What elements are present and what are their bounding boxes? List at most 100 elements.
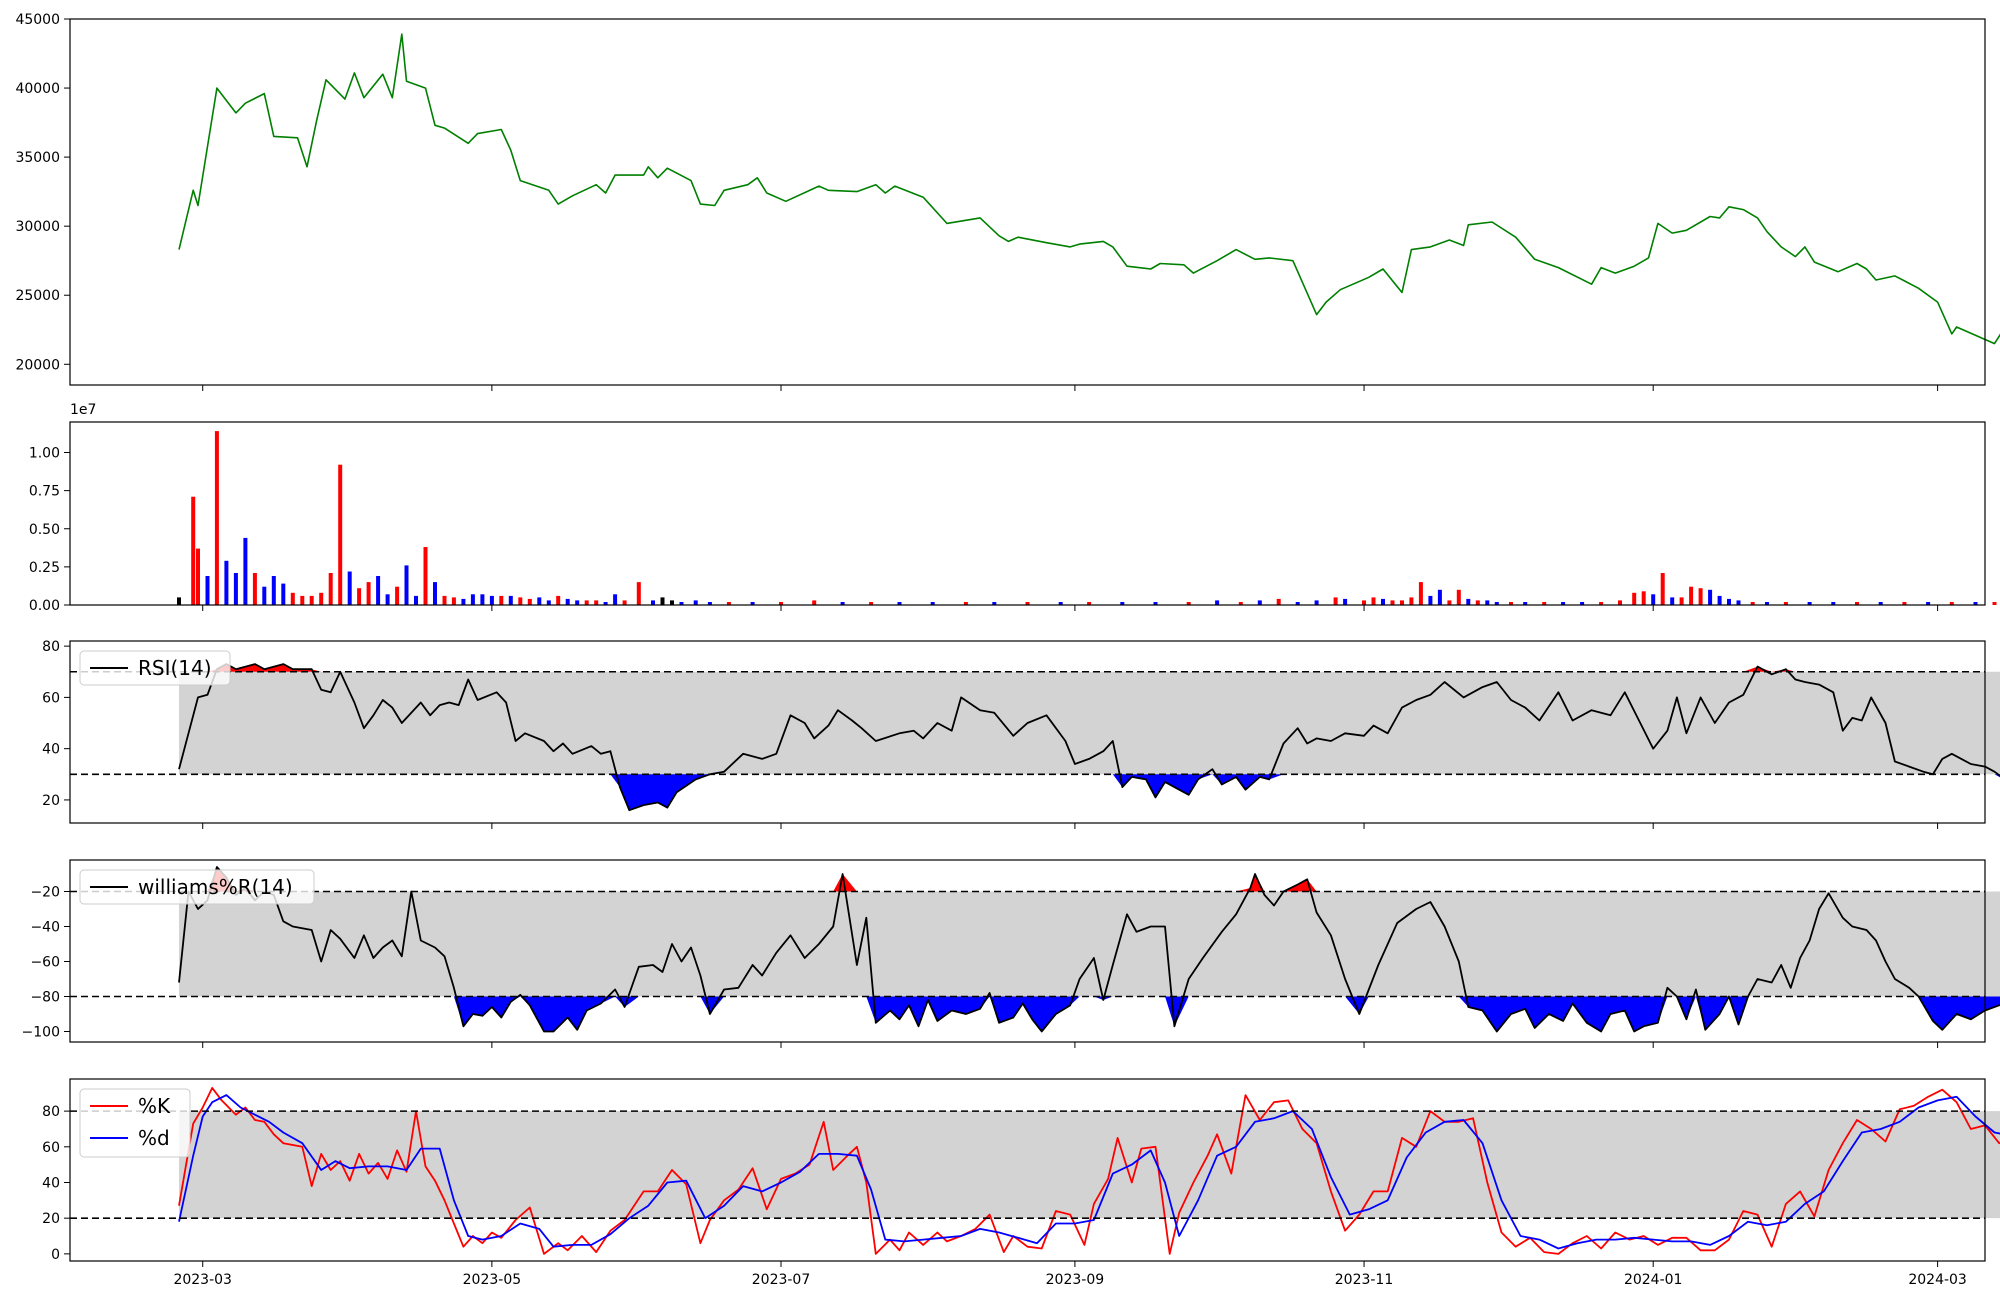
williams-line: [178, 866, 2000, 1033]
volume-bar: [1708, 589, 1713, 606]
volume-bar: [670, 600, 674, 605]
y-tick-label: 0.75: [29, 484, 60, 500]
volume-bar: [224, 560, 229, 605]
axes-frame: [69, 640, 1986, 824]
threshold-band: [179, 671, 2000, 775]
volume-bar: [869, 602, 874, 605]
y-tick-label: 60: [42, 1140, 60, 1156]
x-tick-label: 2023-07: [752, 1272, 811, 1288]
volume-bar: [1660, 573, 1665, 605]
volume-bar: [205, 576, 210, 605]
volume-bar: [262, 586, 267, 605]
volume-bar: [470, 594, 475, 605]
volume-bar: [480, 594, 485, 605]
volume-bar: [1381, 598, 1385, 605]
k-legend-label: %K: [138, 1094, 171, 1118]
overbought-fill: [179, 664, 2000, 672]
volume-bar: [489, 595, 494, 605]
volume-bar: [1689, 586, 1694, 605]
volume-bar: [660, 597, 665, 605]
volume-bar: [442, 595, 447, 605]
volume-bar: [1831, 602, 1836, 605]
volume-bar: [1599, 602, 1604, 605]
y-tick-label: 0.25: [29, 560, 60, 576]
volume-bar: [651, 600, 655, 605]
y-tick-label: 80: [42, 639, 60, 655]
volume-bar: [191, 496, 196, 605]
volume-bar: [897, 602, 902, 605]
volume-bar: [338, 464, 343, 605]
volume-bar: [930, 602, 935, 605]
volume-bar: [1698, 588, 1703, 605]
y-tick-label: 20: [42, 793, 60, 809]
volume-bar: [328, 573, 333, 605]
volume-bar: [537, 597, 542, 605]
volume-bar: [622, 600, 627, 605]
volume-bar: [594, 600, 599, 605]
volume-bar: [1736, 600, 1741, 605]
volume-bar: [395, 586, 400, 605]
y-tick-label: 40: [42, 1175, 60, 1191]
volume-bar: [1902, 602, 1907, 605]
legend-box: [79, 869, 315, 905]
x-tick-label: 2023-11: [1335, 1272, 1394, 1288]
volume-bar: [1447, 600, 1452, 605]
volume-bar: [963, 602, 968, 605]
y-tick-label: 35000: [15, 150, 60, 166]
overbought-fill: [179, 867, 2000, 892]
volume-bar: [1428, 595, 1433, 605]
volume-bar: [518, 597, 523, 605]
price-panel: 20000 25000 30000 35000 40000 45000: [15, 12, 2000, 391]
y-tick-label: 1.00: [29, 446, 60, 462]
x-tick-label: 2023-03: [173, 1272, 232, 1288]
volume-bar: [1058, 602, 1063, 605]
volume-bar: [603, 602, 608, 605]
x-axis-ticks: 2023-03 2023-05 2023-07 2023-09 2023-11 …: [173, 1272, 1966, 1288]
volume-bar: [707, 602, 712, 605]
volume-bar: [1727, 598, 1731, 605]
volume-bar: [546, 600, 551, 605]
volume-bar: [423, 547, 428, 605]
volume-bar: [1641, 591, 1646, 605]
volume-bar: [1992, 602, 1997, 605]
volume-bar: [840, 602, 845, 605]
y-tick-label: 45000: [15, 12, 60, 28]
volume-bar: [1878, 602, 1883, 605]
volume-bar: [1153, 602, 1158, 605]
volume-bar: [357, 588, 362, 605]
volume-bar: [992, 602, 997, 605]
volume-bar: [1618, 600, 1622, 605]
volume-bar: [565, 598, 570, 605]
volume-bar: [750, 602, 755, 605]
volume-bar: [1807, 602, 1812, 605]
volume-bar: [1409, 597, 1414, 605]
volume-bar: [1456, 589, 1461, 606]
x-tick-label: 2024-03: [1908, 1272, 1967, 1288]
volume-bar: [726, 602, 731, 605]
volume-bar: [1561, 602, 1566, 605]
volume-bar: [1333, 597, 1338, 605]
y-tick-label: −20: [30, 885, 60, 901]
volume-bar: [1390, 600, 1395, 605]
volume-bar: [1475, 600, 1480, 605]
y-tick-label: 0.50: [29, 522, 60, 538]
volume-bar: [693, 600, 698, 605]
volume-bar: [461, 598, 466, 605]
volume-bar: [1257, 600, 1262, 605]
legend-box: [79, 1088, 191, 1158]
volume-bar: [271, 576, 276, 605]
volume-bar: [1926, 602, 1931, 605]
y-tick-label: 20: [42, 1211, 60, 1227]
volume-bar: [1295, 602, 1300, 605]
y-tick-label: −60: [30, 955, 60, 971]
y-tick-label: 80: [42, 1104, 60, 1120]
williams-panel: −100 −80 −60 −40 −20: [22, 859, 2000, 1048]
volume-bar: [1400, 600, 1404, 605]
volume-bar: [556, 595, 561, 605]
y-tick-label: 40000: [15, 81, 60, 97]
rsi-legend-label: RSI(14): [138, 656, 212, 680]
y-tick-label: 60: [42, 690, 60, 706]
oversold-fill: [179, 774, 2000, 811]
volume-bar: [779, 602, 783, 605]
y-tick-label: 40: [42, 742, 60, 758]
